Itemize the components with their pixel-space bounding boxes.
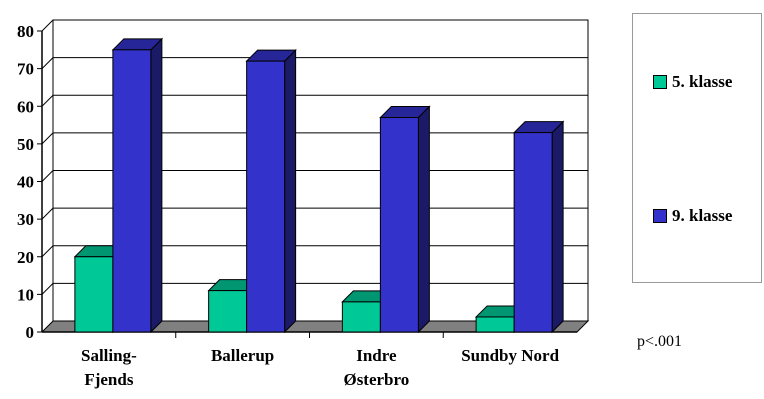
y-tick-label-20: 20 xyxy=(17,248,34,267)
gridline-side-60 xyxy=(41,94,54,107)
bar-front xyxy=(475,316,515,333)
bar-chart: 0 10 20 30 40 50 60 70 80 Salling- Fjends Ballerup I… xyxy=(17,19,590,389)
y-tick-label-10: 10 xyxy=(17,285,34,304)
y-tick-label-60: 60 xyxy=(17,97,34,116)
gridline-side-70 xyxy=(41,57,54,69)
bars xyxy=(73,37,565,334)
y-tick-label-40: 40 xyxy=(17,173,34,192)
legend-item-9-klasse: 9. klasse xyxy=(653,206,732,226)
gridline-side-40 xyxy=(41,170,54,182)
y-tick-label-80: 80 xyxy=(17,22,34,41)
bar-9-klasse-1 xyxy=(245,48,297,334)
bar-front xyxy=(379,117,419,333)
bar-front xyxy=(513,132,553,333)
bar-side xyxy=(551,120,564,334)
y-tick-label-50: 50 xyxy=(17,135,34,154)
x-tick-label-0-1: Fjends xyxy=(84,370,134,389)
gridline-side-10 xyxy=(41,283,54,295)
legend-label-9-klasse: 9. klasse xyxy=(672,206,733,225)
bar-front xyxy=(246,60,286,333)
legend: 5. klasse 9. klasse xyxy=(632,13,762,283)
x-tick-label-2-1: Østerbro xyxy=(343,370,409,389)
legend-item-5-klasse: 5. klasse xyxy=(653,72,732,92)
gridline-side-50 xyxy=(41,132,54,145)
gridline-side-20 xyxy=(41,245,54,258)
x-tick-label-0-0: Salling- xyxy=(81,346,137,365)
bar-front xyxy=(208,290,248,333)
legend-swatch-5-klasse xyxy=(653,75,667,89)
bar-front xyxy=(341,301,381,333)
gridline-side-30 xyxy=(41,207,54,220)
bar-front xyxy=(112,49,152,333)
significance-note: p<.001 xyxy=(637,333,683,350)
y-tick-label-70: 70 xyxy=(17,60,34,79)
bar-side xyxy=(150,37,163,334)
x-tick-label-1-0: Ballerup xyxy=(211,346,274,365)
tick-labels: 0 10 20 30 40 50 60 70 80 Salling- Fjends Ballerup I… xyxy=(17,22,560,389)
gridline-side-80 xyxy=(41,19,54,32)
bar-9-klasse-2 xyxy=(379,105,431,334)
legend-swatch-9-klasse xyxy=(653,209,667,223)
bar-front xyxy=(74,256,114,333)
bar-side xyxy=(417,105,430,334)
bar-side xyxy=(284,48,297,334)
x-tick-label-2-0: Indre xyxy=(356,346,397,365)
x-tick-label-3-0: Sundby Nord xyxy=(461,346,559,365)
y-tick-label-30: 30 xyxy=(17,210,34,229)
legend-label-5-klasse: 5. klasse xyxy=(672,72,733,91)
bar-9-klasse-0 xyxy=(111,37,164,334)
bar-9-klasse-3 xyxy=(512,120,565,334)
y-tick-label-0: 0 xyxy=(26,323,35,342)
